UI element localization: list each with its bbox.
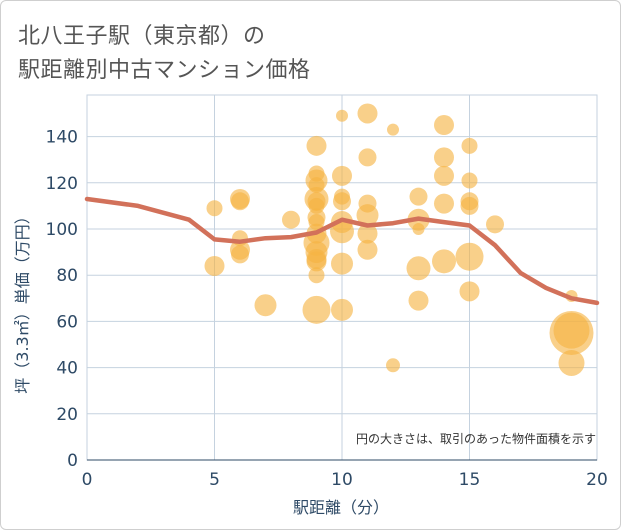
bubble-point (387, 123, 399, 136)
bubble-point (231, 192, 249, 211)
bubble-point (282, 210, 300, 229)
bubble-point (434, 165, 454, 186)
bubble-point (358, 148, 377, 167)
trend-line (84, 196, 600, 306)
bubble-point (308, 267, 325, 284)
bubble-point (461, 172, 478, 189)
axes: 0 5 10 15 20 0 20 40 60 80 100 120 140 (46, 128, 608, 490)
bubble-point (459, 281, 480, 302)
x-tick-label: 20 (586, 470, 608, 490)
bubble-point (386, 358, 400, 373)
bubble-point (486, 215, 504, 234)
bubble-point (331, 298, 353, 321)
chart-title-line2: 駅距離別中古マンション価格 (18, 58, 311, 83)
chart-title-line1: 北八王子駅（東京都）の (18, 24, 266, 49)
bubble-point (306, 251, 327, 272)
bubble-series (204, 103, 594, 376)
x-tick-label: 0 (82, 470, 93, 490)
y-tick-label: 0 (67, 451, 78, 471)
bubble-point (357, 103, 378, 124)
x-tick-label: 15 (459, 470, 481, 490)
trend-series (84, 196, 600, 306)
y-tick-label: 140 (46, 128, 78, 148)
bubble-point (333, 192, 351, 211)
bubble-point (434, 193, 454, 214)
grid (86, 94, 598, 461)
bubble-point (330, 219, 354, 244)
size-note: 円の大きさは、取引のあった物件面積を示す (356, 431, 596, 446)
bubble-point (461, 137, 478, 154)
bubble-point (432, 249, 456, 274)
bubble-point (331, 252, 353, 275)
bubble-point (306, 135, 327, 156)
bubble-point (434, 147, 454, 168)
x-axis-title: 駅距離（分） (293, 498, 389, 517)
y-tick-label: 80 (56, 266, 78, 286)
bubble-point (204, 255, 225, 276)
y-tick-label: 40 (56, 359, 78, 379)
bubble-point (302, 295, 331, 324)
bubble-point (549, 310, 594, 355)
bubble-point (357, 223, 378, 244)
bubble-point (409, 187, 428, 206)
x-tick-label: 5 (209, 470, 220, 490)
y-tick-label: 120 (46, 174, 78, 194)
bubble-point (231, 245, 249, 264)
bubble-point (357, 239, 378, 260)
bubble-point (558, 349, 585, 376)
bubble-point (408, 290, 429, 311)
bubble-point (406, 256, 431, 281)
bubble-point (336, 109, 348, 122)
y-tick-label: 20 (56, 405, 78, 425)
bubble-point (455, 242, 484, 271)
bubble-point (412, 222, 425, 235)
bubble-point (460, 196, 479, 215)
bubble-point (434, 115, 454, 136)
bubble-point (332, 165, 352, 186)
bubble-point (254, 294, 277, 317)
y-tick-label: 60 (56, 312, 78, 332)
bubble-point (356, 204, 379, 227)
y-axis-title: 坪（3.3㎡）単価（万円） (13, 208, 32, 393)
y-tick-label: 100 (46, 220, 78, 240)
bubble-point (206, 200, 223, 217)
x-tick-label: 10 (331, 470, 353, 490)
